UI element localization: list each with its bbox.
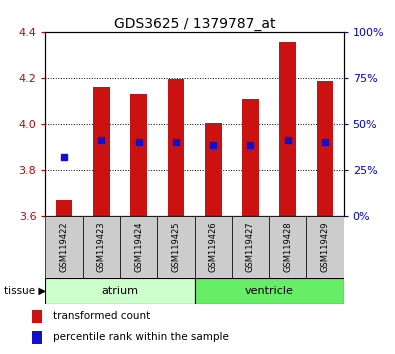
Bar [279,42,296,216]
Text: GSM119428: GSM119428 [283,222,292,272]
Text: GSM119422: GSM119422 [60,222,69,272]
Text: GSM119424: GSM119424 [134,222,143,272]
Point [247,142,254,147]
Text: GSM119425: GSM119425 [171,222,181,272]
Point [210,142,216,148]
Text: percentile rank within the sample: percentile rank within the sample [53,332,229,342]
Bar [45,278,194,304]
Text: GSM119423: GSM119423 [97,222,106,272]
Bar [167,79,184,216]
Bar [120,216,157,278]
Bar [83,216,120,278]
Bar [32,310,42,323]
Bar [45,216,83,278]
Bar [232,216,269,278]
Text: GSM119426: GSM119426 [209,222,218,272]
Point [135,139,142,145]
Text: GSM119429: GSM119429 [320,222,329,272]
Bar [194,278,344,304]
Text: ventricle: ventricle [245,286,293,296]
Bar [157,216,194,278]
Bar [56,200,72,216]
Bar [130,94,147,216]
Text: tissue ▶: tissue ▶ [4,286,46,296]
Bar [317,81,333,216]
Point [322,139,328,145]
Point [173,139,179,145]
Bar [242,98,259,216]
Point [98,138,105,143]
Title: GDS3625 / 1379787_at: GDS3625 / 1379787_at [114,17,275,31]
Bar [32,331,42,343]
Point [284,137,291,143]
Text: transformed count: transformed count [53,312,150,321]
Text: atrium: atrium [102,286,139,296]
Bar [194,216,232,278]
Point [61,154,67,160]
Text: GSM119427: GSM119427 [246,222,255,272]
Bar [307,216,344,278]
Bar [205,123,222,216]
Bar [269,216,307,278]
Bar [93,87,110,216]
